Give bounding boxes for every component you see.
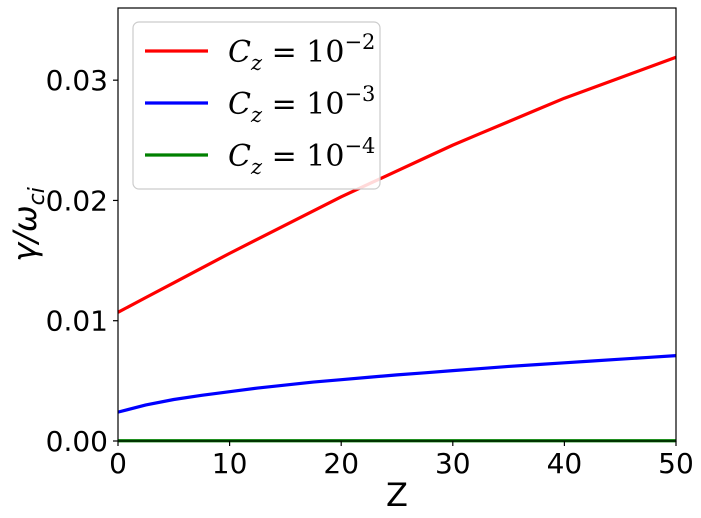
legend-label-exponent: −2 (344, 30, 375, 54)
legend-label-exponent: −3 (344, 82, 375, 106)
legend-label: Cz = 10−2 (228, 30, 375, 75)
y-axis-ticks: 0.00 0.01 0.02 0.03 (46, 64, 118, 458)
legend: Cz = 10−2Cz = 10−3Cz = 10−4 (132, 21, 381, 190)
y-axis-label-main: γ/ω (6, 205, 44, 262)
y-axis-label-subscript: ci (25, 187, 50, 205)
y-tick-label: 0.02 (46, 184, 108, 217)
legend-box (132, 21, 381, 190)
x-tick-label: 0 (109, 447, 127, 480)
legend-label: Cz = 10−4 (228, 134, 375, 179)
y-tick-label: 0.03 (46, 64, 108, 97)
legend-label-eq: = 10 (262, 139, 344, 174)
legend-item-1: Cz = 10−2 (145, 30, 375, 75)
legend-label: Cz = 10−3 (228, 82, 375, 127)
x-tick-label: 40 (547, 447, 583, 480)
x-axis-ticks: 0 10 20 30 40 50 (109, 441, 694, 480)
legend-label-eq: = 10 (262, 87, 344, 122)
legend-label-base: C (228, 87, 251, 122)
legend-label-exponent: −4 (344, 134, 375, 158)
legend-label-base: C (228, 35, 251, 70)
legend-label-subscript: z (250, 155, 263, 179)
legend-item-3: Cz = 10−4 (145, 134, 375, 179)
x-tick-label: 20 (323, 447, 359, 480)
legend-label-subscript: z (250, 103, 263, 127)
x-axis-label: Z (386, 476, 408, 514)
plot-area-frame (117, 7, 677, 442)
legend-label-subscript: z (250, 51, 263, 75)
legend-item-2: Cz = 10−3 (145, 82, 375, 127)
x-tick-label: 30 (435, 447, 471, 480)
y-tick-label: 0.00 (46, 425, 108, 458)
x-tick-label: 50 (658, 447, 694, 480)
x-tick-label: 10 (212, 447, 248, 480)
series-line-1 (117, 55, 677, 314)
y-axis-label: γ/ωci (6, 187, 50, 262)
y-tick-label: 0.01 (46, 305, 108, 338)
legend-label-base: C (228, 139, 251, 174)
legend-label-eq: = 10 (262, 35, 344, 70)
series-line-2 (117, 354, 677, 414)
